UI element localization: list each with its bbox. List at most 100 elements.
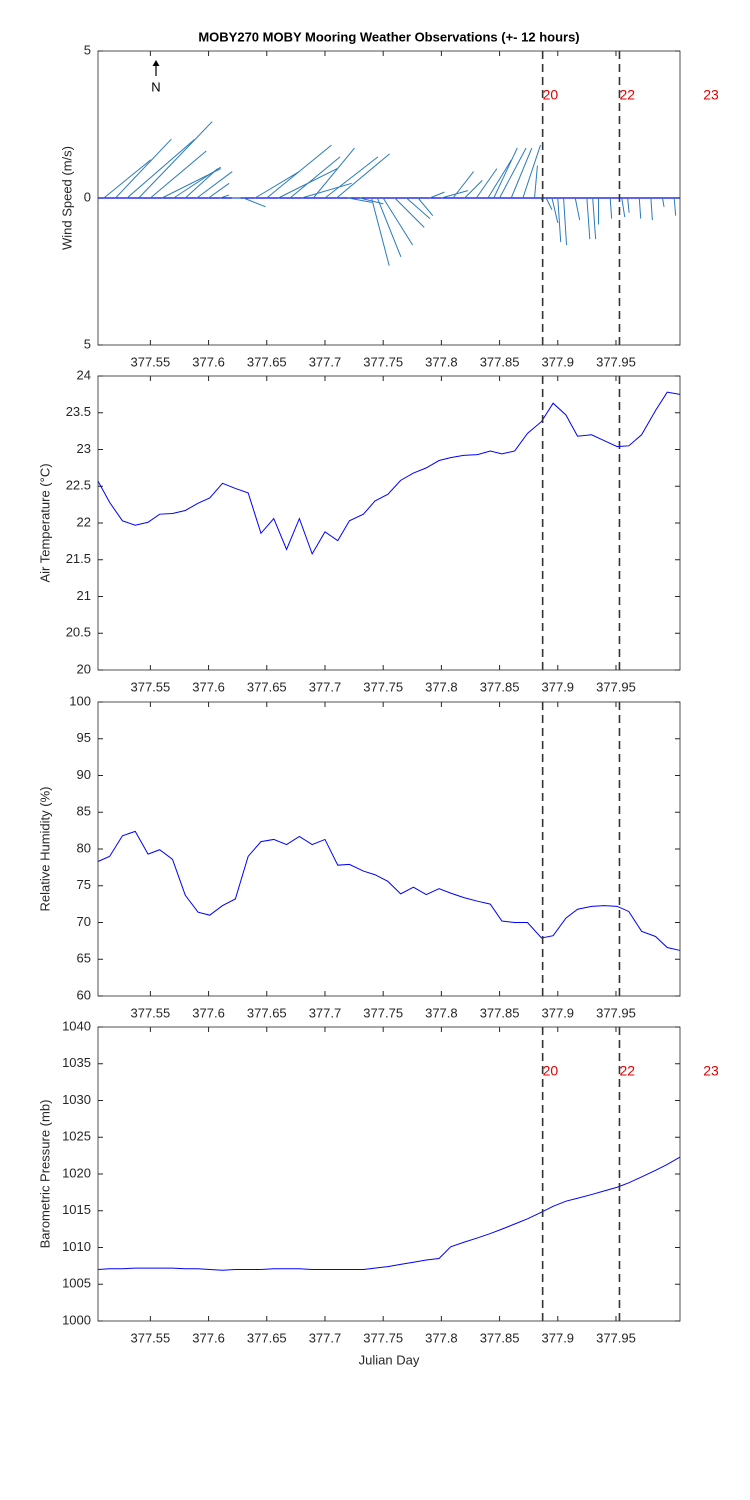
y-tick-label: 1030 (62, 1092, 91, 1107)
wind-stick (650, 197, 653, 221)
wind-stick (103, 159, 152, 199)
y-tick-label: 5 (84, 42, 91, 57)
north-label: N (151, 79, 160, 94)
y-tick-label: 90 (77, 767, 91, 782)
x-tick-label: 377.9 (542, 1330, 575, 1345)
x-tick-label: 377.75 (363, 679, 403, 694)
hour-label: 23 (703, 1063, 719, 1079)
axes-frame (97, 50, 681, 346)
x-tick-label: 377.55 (130, 1330, 170, 1345)
x-tick-label: 377.85 (480, 1330, 520, 1345)
wind-stick (534, 165, 538, 199)
wind-stick (662, 197, 665, 207)
y-tick-label: 20.5 (66, 625, 91, 640)
plot-area (98, 376, 680, 670)
y-tick-label: 1005 (62, 1276, 91, 1291)
y-tick-label: 23.5 (66, 404, 91, 419)
hour-label: 20 (543, 1063, 559, 1079)
wind-stick (220, 194, 230, 199)
y-tick-label: 70 (77, 914, 91, 929)
y-tick-label: 1025 (62, 1129, 91, 1144)
wind-stick (557, 197, 562, 243)
y-tick-label: 22.5 (66, 478, 91, 493)
plot-area (98, 1027, 680, 1321)
y-tick-label: 20 (77, 661, 91, 676)
x-tick-label: 377.55 (130, 679, 170, 694)
wind-stick (243, 197, 266, 208)
y-tick-label: 75 (77, 877, 91, 892)
wind-stick (545, 197, 553, 210)
wind-stick (406, 197, 431, 219)
y-tick-label: 60 (77, 987, 91, 1002)
wind-stick (452, 171, 474, 199)
y-tick-label: 5 (84, 336, 91, 351)
wind-stick (609, 197, 613, 219)
wind-stick (592, 197, 597, 240)
wind-stick (493, 147, 518, 199)
wind-stick (638, 197, 642, 219)
wind-stick (208, 182, 230, 199)
wind-stick (673, 197, 677, 216)
wind-stick (621, 197, 626, 218)
wind-stick (441, 190, 468, 199)
wind-stick (464, 180, 483, 199)
y-axis-label: Relative Humidity (%) (37, 787, 52, 912)
wind-stick (196, 171, 233, 199)
x-tick-label: 377.95 (596, 679, 636, 694)
y-tick-label: 21.5 (66, 551, 91, 566)
y-tick-label: 1035 (62, 1055, 91, 1070)
wind-stick (254, 171, 300, 199)
x-tick-label: 377.55 (130, 354, 170, 369)
y-tick-label: 1000 (62, 1312, 91, 1327)
hour-label: 22 (619, 87, 635, 103)
wind-stick (371, 197, 390, 266)
y-tick-label: 65 (77, 951, 91, 966)
hour-label: 22 (619, 1063, 635, 1079)
plot-area (98, 702, 680, 996)
x-tick-label: 377.7 (309, 354, 342, 369)
wind-stick (301, 182, 352, 199)
x-tick-label: 377.75 (363, 354, 403, 369)
wind-stick (289, 156, 341, 199)
x-tick-label: 377.95 (596, 354, 636, 369)
x-tick-label: 377.8 (425, 354, 458, 369)
x-tick-label: 377.6 (192, 1330, 225, 1345)
wind-stick (510, 147, 533, 199)
x-tick-label: 377.85 (480, 679, 520, 694)
wind-stick (126, 138, 196, 199)
hour-label: 23 (703, 87, 719, 103)
x-tick-label: 377.9 (542, 354, 575, 369)
x-tick-label: 377.65 (247, 679, 287, 694)
wind-stick (115, 138, 172, 199)
x-tick-label: 377.55 (130, 1005, 170, 1020)
wind-stick (336, 153, 390, 199)
y-axis-label: Barometric Pressure (mb) (37, 1100, 52, 1249)
data-line (97, 830, 681, 951)
wind-stick (499, 147, 527, 199)
wind-stick (627, 197, 630, 213)
wind-stick (138, 121, 213, 199)
x-tick-label: 377.7 (309, 1330, 342, 1345)
x-tick-label: 377.65 (247, 354, 287, 369)
x-tick-label: 377.6 (192, 354, 225, 369)
y-tick-label: 22 (77, 514, 91, 529)
wind-stick (551, 197, 559, 224)
y-tick-label: 1040 (62, 1018, 91, 1033)
x-tick-label: 377.7 (309, 1005, 342, 1020)
x-tick-label: 377.75 (363, 1330, 403, 1345)
x-tick-label: 377.7 (309, 679, 342, 694)
x-tick-label: 377.75 (363, 1005, 403, 1020)
wind-stick (184, 168, 218, 199)
wind-stick (522, 144, 541, 199)
hour-label: 20 (543, 87, 559, 103)
wind-stick (574, 197, 581, 221)
x-tick-label: 377.85 (480, 1005, 520, 1020)
wind-stick (376, 197, 402, 257)
wind-stick (429, 191, 445, 199)
axes-frame (97, 701, 681, 997)
y-tick-label: 100 (69, 693, 91, 708)
chart-title: MOBY270 MOBY Mooring Weather Observation… (198, 29, 579, 44)
x-axis-label: Julian Day (359, 1352, 420, 1367)
y-axis-label: Wind Speed (m/s) (59, 146, 74, 250)
